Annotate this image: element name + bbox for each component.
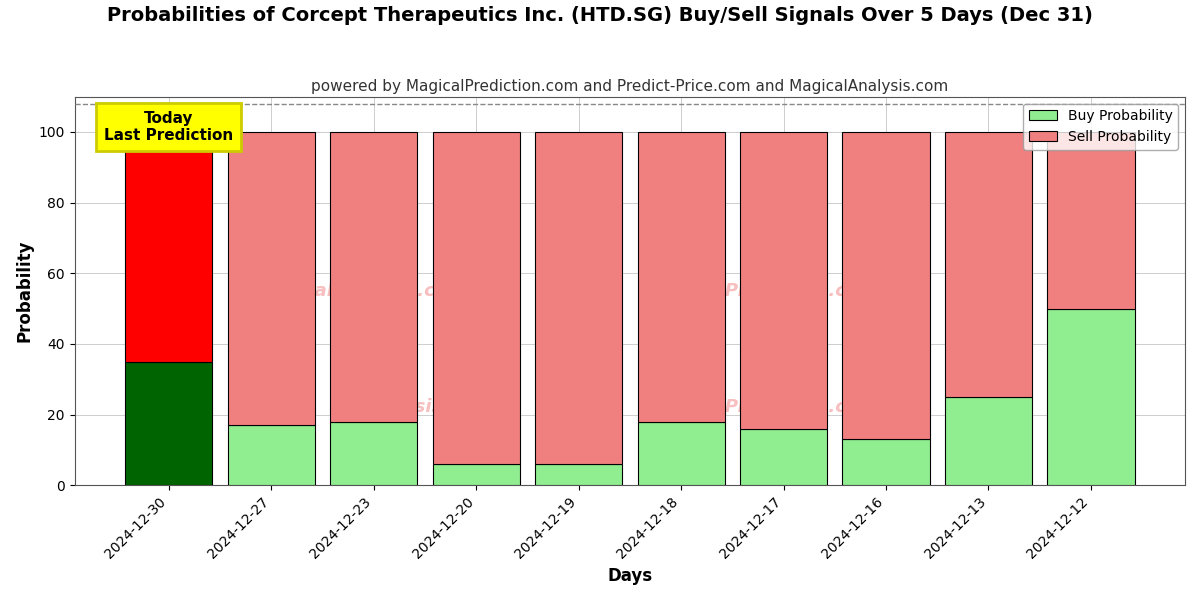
Bar — [1048, 132, 1134, 308]
Bar — [842, 439, 930, 485]
Bar — [637, 132, 725, 422]
Bar — [125, 362, 212, 485]
Bar — [432, 132, 520, 464]
Bar — [228, 132, 314, 425]
Text: MagicalPrediction.com: MagicalPrediction.com — [648, 282, 878, 300]
Y-axis label: Probability: Probability — [16, 239, 34, 342]
Bar — [125, 132, 212, 362]
Bar — [330, 132, 418, 422]
Text: MagicalPrediction.com: MagicalPrediction.com — [648, 398, 878, 416]
Title: powered by MagicalPrediction.com and Predict-Price.com and MagicalAnalysis.com: powered by MagicalPrediction.com and Pre… — [311, 79, 948, 94]
Bar — [330, 422, 418, 485]
Bar — [535, 132, 622, 464]
Bar — [432, 464, 520, 485]
Legend: Buy Probability, Sell Probability: Buy Probability, Sell Probability — [1024, 104, 1178, 149]
X-axis label: Days: Days — [607, 567, 653, 585]
Text: Today
Last Prediction: Today Last Prediction — [104, 110, 233, 143]
Text: calAnalysis: calAnalysis — [329, 398, 442, 416]
Bar — [740, 428, 827, 485]
Bar — [1048, 308, 1134, 485]
Bar — [535, 464, 622, 485]
Text: Probabilities of Corcept Therapeutics Inc. (HTD.SG) Buy/Sell Signals Over 5 Days: Probabilities of Corcept Therapeutics In… — [107, 6, 1093, 25]
Bar — [842, 132, 930, 439]
Bar — [944, 132, 1032, 397]
Text: calAnalysis.com: calAnalysis.com — [305, 282, 467, 300]
Bar — [740, 132, 827, 428]
Bar — [637, 422, 725, 485]
Bar — [228, 425, 314, 485]
Bar — [944, 397, 1032, 485]
